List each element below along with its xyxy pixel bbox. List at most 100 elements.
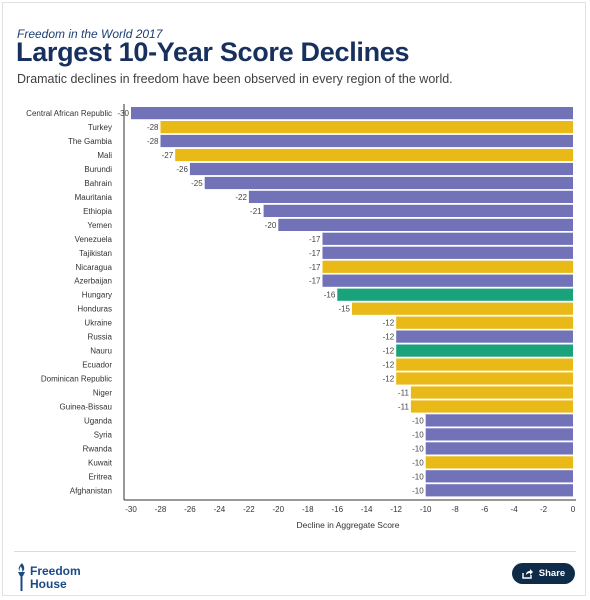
bar [322,246,573,259]
value-label: -12 [383,319,395,328]
value-label: -25 [191,179,203,188]
x-tick-label: -12 [390,505,402,514]
bar [425,442,573,455]
x-tick-label: -18 [302,505,314,514]
logo-wordmark: Freedom House [30,565,81,591]
share-icon [522,568,533,579]
category-label: Mali [97,151,112,160]
footer-divider [14,551,576,552]
logo-line-2: House [30,577,67,591]
value-label: -10 [412,472,424,481]
bar [425,414,573,427]
x-tick-label: -8 [452,505,460,514]
category-label: Uganda [84,416,113,425]
category-label: Dominican Republic [41,375,112,384]
x-tick-label: -26 [184,505,196,514]
category-label: Bahrain [84,179,112,188]
value-label: -22 [235,193,247,202]
bar [396,344,573,357]
x-tick-label: -30 [125,505,137,514]
value-label: -11 [398,403,410,412]
category-label: Eritrea [88,472,112,481]
value-label: -12 [383,333,395,342]
category-label: Syria [94,430,113,439]
category-label: Azerbaijan [74,277,112,286]
category-label: Niger [93,389,112,398]
chart-frame [2,2,586,596]
value-label: -17 [309,235,321,244]
bar [410,400,573,413]
value-label: -17 [309,277,321,286]
bar [396,330,573,343]
value-label: -17 [309,263,321,272]
bar [396,358,573,371]
value-label: -10 [412,486,424,495]
bar [425,484,573,497]
category-label: Burundi [84,165,112,174]
bar [337,288,573,301]
bar [160,121,573,134]
bar [425,470,573,483]
logo-line-1: Freedom [30,564,81,578]
category-label: Venezuela [75,235,113,244]
value-label: -21 [250,207,262,216]
bar [131,107,573,120]
category-label: Tajikistan [79,249,112,258]
bar [322,260,573,273]
x-tick-label: -14 [361,505,373,514]
torch-icon [18,563,25,591]
bar [263,204,573,217]
x-tick-label: 0 [571,505,576,514]
bar [352,302,573,315]
share-button[interactable]: Share [512,563,575,584]
category-label: Kuwait [88,458,113,467]
value-label: -28 [147,123,159,132]
value-label: -27 [162,151,174,160]
category-label: Ethiopia [83,207,112,216]
category-label: Mauritania [75,193,113,202]
value-label: -15 [338,305,350,314]
bar [425,428,573,441]
category-label: Central African Republic [26,109,112,118]
value-label: -26 [176,165,188,174]
bar [410,386,573,399]
bar [189,162,573,176]
value-label: -12 [383,347,395,356]
value-label: -17 [309,249,321,258]
x-tick-label: -16 [332,505,344,514]
value-label: -30 [117,109,129,118]
x-tick-label: -6 [481,505,489,514]
value-label: -12 [383,375,395,384]
x-tick-label: -22 [243,505,255,514]
category-label: Ukraine [84,319,112,328]
report-kicker: Freedom in the World 2017 [17,27,163,41]
category-label: Hungary [82,291,112,300]
chart-title: Largest 10-Year Score Declines [16,37,410,67]
category-label: Ecuador [82,361,112,370]
share-label: Share [538,568,566,579]
bar [175,148,573,162]
bar [322,232,573,245]
value-label: -10 [412,444,424,453]
bar [278,218,573,231]
category-label: Russia [88,333,113,342]
chart-subtitle: Dramatic declines in freedom have been o… [17,72,453,86]
bar [425,456,573,469]
category-label: Nicaragua [76,263,113,272]
value-label: -12 [383,361,395,370]
freedom-house-logo[interactable]: Freedom House [16,563,81,593]
category-label: Guinea-Bissau [60,403,112,412]
value-label: -20 [265,221,277,230]
bar [160,134,573,148]
x-tick-label: -4 [511,505,519,514]
bar [396,316,573,329]
category-label: Nauru [90,347,112,356]
value-label: -10 [412,416,424,425]
x-axis-label: Decline in Aggregate Score [296,520,399,530]
category-label: Yemen [87,221,112,230]
category-label: The Gambia [68,137,113,146]
x-tick-label: -10 [420,505,432,514]
category-label: Turkey [88,123,112,132]
bar [204,176,573,190]
category-label: Afghanistan [70,486,112,495]
